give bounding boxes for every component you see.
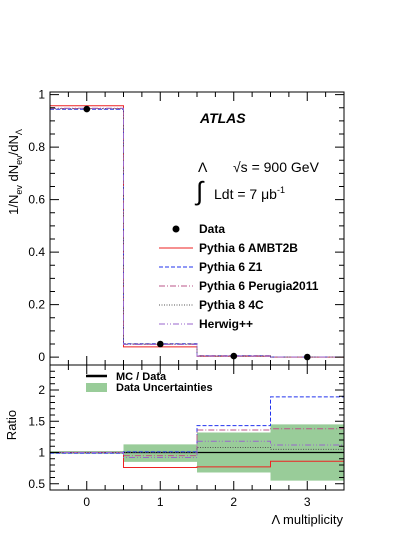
data-point — [83, 105, 91, 113]
ratio-y-tick-label: 2 — [38, 383, 45, 397]
ratio-panel: 0.5 1 1.5 2 0 1 2 3 Ratio Λ multiplicity MC / … — [4, 364, 345, 527]
legend-band-label: Data Uncertainties — [116, 382, 213, 394]
y-label-part-1: 1/N — [6, 195, 21, 215]
ratio-x-axis-ticks: 0 1 2 3 — [49, 365, 345, 509]
legend-label-4: Herwig++ — [199, 317, 253, 331]
x-tick-label: 0 — [83, 495, 90, 509]
top-y-tick-label: 0 — [38, 350, 45, 364]
energy-label: √s = 900 GeV — [233, 159, 320, 175]
luminosity-value: Ldt = 7 μb — [214, 186, 277, 202]
main-distribution-panel: 00.20.40.60.81 1/Nev dNev/dNΛ ATLAS Λ √s… — [6, 88, 345, 366]
x-tick-label: 3 — [304, 495, 311, 509]
particle-label: Λ — [198, 159, 208, 175]
top-series-layer — [50, 105, 344, 358]
data-point — [157, 340, 164, 348]
luminosity-text: Ldt = 7 μb-1 — [214, 185, 285, 202]
legend-label-1: Pythia 6 Z1 — [199, 260, 263, 274]
top-y-axis-ticks: 0 0.2 0.4 0.6 0.8 1 — [28, 88, 344, 364]
top-y-tick-label: 0.2 — [28, 298, 45, 312]
y-label-part-2: dN — [6, 165, 21, 185]
legend-ratio-label: MC / Data — [116, 371, 167, 383]
ratio-y-tick-label: 1.5 — [28, 414, 45, 428]
legend-label-0: Pythia 6 AMBT2B — [199, 241, 298, 255]
top-series-line-4 — [50, 107, 344, 358]
x-tick-label: 2 — [230, 495, 237, 509]
legend-label-2: Pythia 6 Perugia2011 — [199, 279, 319, 293]
uncertainty-band-bin — [123, 444, 197, 462]
integral-sign: ∫ — [194, 176, 205, 206]
legend-label-3: Pythia 8 4C — [199, 298, 264, 312]
legend-band-swatch — [86, 383, 107, 392]
top-y-tick-label: 0.6 — [28, 193, 45, 207]
top-y-tick-label: 0.8 — [28, 140, 45, 154]
ratio-y-axis-ticks: 0.5 1 1.5 2 — [28, 370, 344, 491]
legend-data-label: Data — [199, 222, 225, 236]
top-y-tick-label: 0.4 — [28, 245, 45, 259]
top-y-tick-label: 1 — [38, 88, 45, 102]
experiment-label: ATLAS — [199, 110, 246, 126]
legend-data-marker — [172, 225, 180, 233]
y-label-sub-ev-2: ev — [14, 155, 24, 165]
top-y-axis-label: 1/Nev dNev/dNΛ — [6, 129, 24, 215]
top-x-axis-ticks — [49, 92, 345, 365]
x-tick-label: 1 — [157, 495, 164, 509]
ratio-legend: MC / Data Data Uncertainties — [86, 371, 213, 394]
y-label-part-3: /dN — [6, 135, 21, 155]
ratio-series-line-5 — [50, 440, 344, 458]
ratio-y-axis-label: Ratio — [4, 410, 19, 440]
y-label-sub-lambda: Λ — [14, 129, 24, 135]
ratio-y-tick-label: 1 — [38, 446, 45, 460]
y-label-sub-ev-1: ev — [14, 185, 24, 195]
ratio-series-layer — [50, 396, 344, 468]
x-axis-label: Λ multiplicity — [271, 512, 343, 527]
ratio-y-tick-label: 0.5 — [28, 477, 45, 491]
luminosity-superscript: -1 — [277, 185, 285, 195]
legend-series-entries: Pythia 6 AMBT2B Pythia 6 Z1 Pythia 6 Perug… — [159, 241, 319, 331]
